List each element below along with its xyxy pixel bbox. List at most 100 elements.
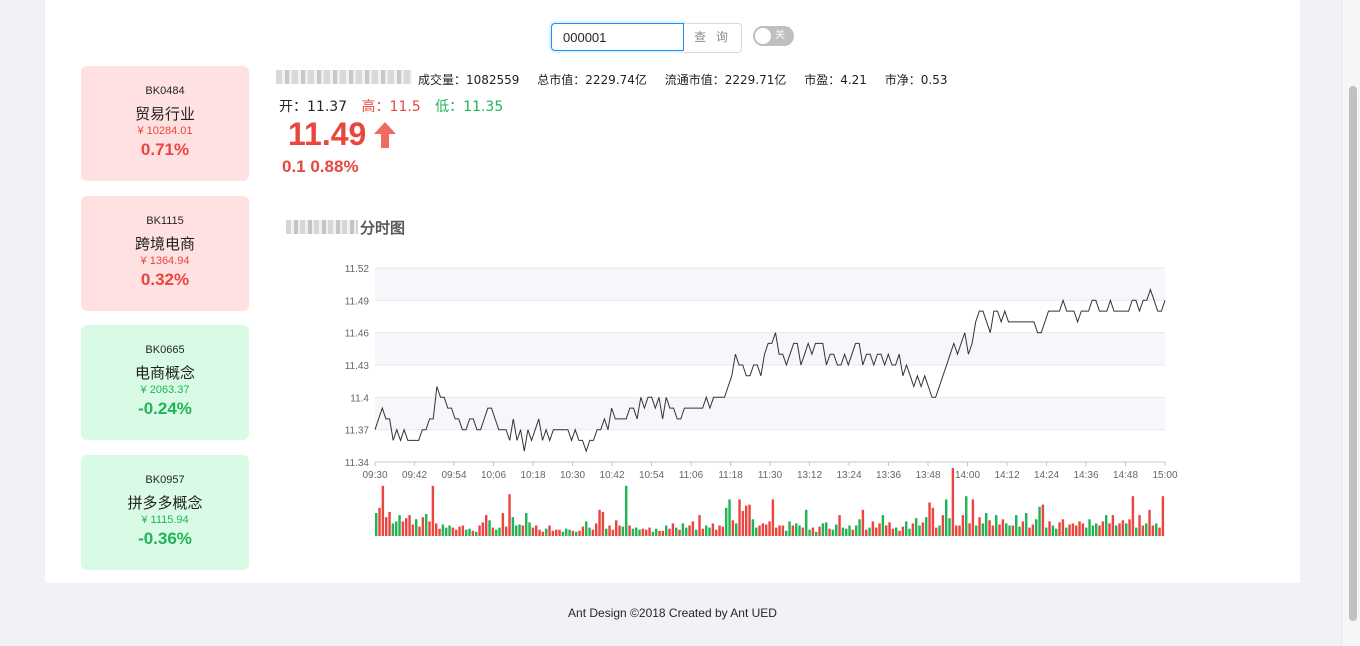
scrollbar-thumb[interactable] — [1349, 86, 1357, 621]
y-tick-label: 11.34 — [345, 458, 370, 469]
high-price: 高：11.5 — [361, 99, 421, 115]
volume-bar — [671, 523, 675, 536]
volume-bar — [668, 528, 671, 536]
volume-bar — [521, 525, 525, 536]
volume-bar — [708, 527, 711, 536]
sector-price: ¥ 1115.94 — [141, 514, 189, 526]
volume-bar — [918, 525, 921, 536]
volume-bar — [635, 527, 638, 536]
float-cap-stat: 流通市值：2229.71亿 — [664, 73, 787, 87]
volume-bar — [915, 518, 918, 536]
volume-bar — [788, 521, 791, 536]
y-tick-label: 11.37 — [345, 426, 370, 437]
volume-bar — [1145, 523, 1148, 536]
sector-code: BK1115 — [146, 215, 184, 227]
toggle-switch[interactable]: 关 — [753, 26, 794, 46]
volume-bar — [728, 499, 731, 536]
sector-code: BK0957 — [145, 474, 185, 486]
volume-bar — [1021, 521, 1025, 536]
volume-bar — [1041, 504, 1045, 536]
pe-stat: 市盈：4.21 — [804, 73, 867, 87]
x-tick-label: 10:42 — [599, 470, 624, 481]
volume-bar — [748, 504, 751, 536]
grid-band — [375, 268, 1165, 301]
volume-bar — [1135, 527, 1138, 536]
volume-bar — [591, 529, 595, 536]
grid-band — [375, 300, 1165, 333]
volume-bar — [1051, 525, 1055, 536]
volume-bar — [531, 527, 535, 536]
volume-bar — [1058, 522, 1061, 536]
volume-bar — [1098, 525, 1101, 536]
volume-bar — [1048, 521, 1051, 536]
volume-bar — [408, 515, 411, 536]
volume-bar — [865, 529, 868, 536]
stock-code-input[interactable] — [551, 23, 684, 51]
open-high-low: 开：11.37 高：11.5 低：11.35 — [279, 96, 503, 116]
volume-bar — [751, 519, 755, 536]
volume-bar — [615, 520, 618, 536]
sector-card[interactable]: BK0957 拼多多概念 ¥ 1115.94 -0.36% — [81, 455, 249, 570]
volume-bar — [381, 485, 385, 536]
grid-band — [375, 365, 1165, 398]
x-tick-label: 09:42 — [402, 470, 427, 481]
volume-bar — [1111, 515, 1115, 536]
sector-name: 贸易行业 — [134, 105, 195, 123]
volume-bar — [578, 530, 581, 536]
volume-bar — [948, 518, 951, 536]
volume-bar — [975, 525, 978, 536]
volume-bar — [691, 521, 695, 536]
y-tick-label: 11.46 — [345, 329, 370, 340]
grid-band — [375, 332, 1165, 365]
volume-bar — [571, 530, 575, 536]
sector-change-pct: -0.36% — [138, 529, 192, 548]
grid-band — [375, 429, 1165, 462]
volume-bar — [1128, 519, 1131, 536]
volume-bar — [811, 527, 815, 536]
x-tick-label: 14:00 — [955, 470, 980, 481]
volume-bar — [1081, 523, 1085, 536]
toggle-label: 关 — [775, 30, 785, 41]
sector-card[interactable]: BK1115 跨境电商 ¥ 1364.94 0.32% — [81, 196, 249, 311]
volume-bar — [968, 523, 971, 536]
volume-bar — [775, 527, 778, 536]
search-button[interactable]: 查 询 — [684, 23, 742, 53]
low-price: 低：11.35 — [435, 99, 504, 115]
volume-bar — [821, 523, 825, 536]
volume-bar — [731, 520, 735, 536]
volume-bar — [1158, 527, 1161, 536]
sector-card[interactable]: BK0484 贸易行业 ¥ 10284.01 0.71% — [81, 66, 249, 181]
volume-bar — [431, 485, 435, 536]
volume-bar — [1088, 519, 1091, 536]
volume-bar — [931, 507, 935, 536]
volume-bar — [925, 517, 928, 536]
volume-bar — [801, 527, 805, 536]
sector-price: ¥ 1364.94 — [140, 255, 190, 267]
volume-bar — [1118, 523, 1121, 536]
volume-bar — [941, 515, 945, 536]
volume-bar — [1045, 527, 1048, 536]
volume-bar — [1055, 528, 1058, 536]
volume-bar — [655, 528, 658, 536]
sector-card[interactable]: BK0665 电商概念 ¥ 2063.37 -0.24% — [81, 325, 249, 440]
volume-bar — [701, 528, 705, 536]
volume-bar — [685, 527, 688, 536]
volume-bar — [895, 527, 898, 536]
volume-bar — [1115, 525, 1118, 536]
volume-bar — [998, 524, 1001, 536]
chart-title: 分时图 — [360, 219, 406, 237]
volume-bar — [511, 517, 515, 536]
volume-bar — [1011, 525, 1015, 536]
arrow-up-icon — [374, 122, 396, 148]
volume-bar — [1001, 519, 1005, 536]
intraday-chart: 11.52 11.49 11.46 11.43 11.4 11.37 11.34 09:30… — [345, 264, 1178, 536]
volume-bar — [738, 499, 741, 536]
volume-bar — [415, 519, 418, 536]
price-change: 0.1 0.88% — [282, 157, 359, 176]
volume-bar — [688, 525, 691, 536]
volume-bar — [478, 525, 481, 536]
x-tick-label: 10:30 — [560, 470, 585, 481]
volume-bar — [411, 524, 415, 536]
volume-bar — [491, 527, 495, 536]
volume-bar — [455, 529, 458, 536]
